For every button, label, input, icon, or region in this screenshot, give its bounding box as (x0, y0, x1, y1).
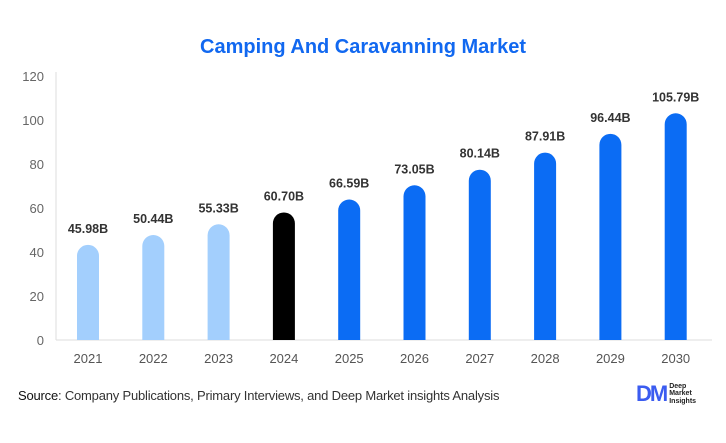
x-tick-label: 2025 (335, 351, 364, 366)
data-label: 80.14B (460, 147, 500, 161)
y-tick-label: 60 (30, 201, 44, 216)
x-tick-label: 2023 (204, 351, 233, 366)
logo-mark: DM (636, 381, 668, 406)
x-tick-label: 2026 (400, 351, 429, 366)
bar-2028 (534, 152, 557, 340)
y-tick-label: 40 (30, 245, 44, 260)
logo-text: Deep Market Insights (669, 382, 697, 405)
bar-2030 (664, 113, 687, 340)
logo: DM Deep Market Insights (636, 381, 696, 407)
data-label: 66.59B (329, 177, 369, 191)
x-tick-label: 2027 (465, 351, 494, 366)
y-tick-label: 0 (37, 333, 44, 348)
y-tick-label: 100 (22, 113, 44, 128)
bar-2029 (599, 133, 622, 340)
y-tick-label: 20 (30, 289, 44, 304)
data-label: 96.44B (590, 111, 630, 125)
data-label: 87.91B (525, 130, 565, 144)
x-tick-label: 2030 (661, 351, 690, 366)
source-text: : Company Publications, Primary Intervie… (58, 388, 500, 403)
data-label: 50.44B (133, 212, 173, 226)
x-tick-label: 2029 (596, 351, 625, 366)
bar-2021 (77, 244, 99, 340)
chart-title: Camping And Caravanning Market (200, 36, 526, 58)
x-tick-label: 2021 (74, 351, 103, 366)
data-label: 45.98B (68, 222, 108, 236)
bar-2023 (207, 224, 230, 340)
source-note: Source: Company Publications, Primary In… (18, 388, 499, 403)
source-label: Source (18, 388, 58, 403)
bar-2024 (272, 212, 295, 340)
x-tick-label: 2022 (139, 351, 168, 366)
bar-2025 (338, 199, 361, 340)
data-label: 55.33B (198, 201, 238, 215)
x-tick-label: 2024 (269, 351, 298, 366)
bar-2027 (468, 169, 491, 340)
data-label: 73.05B (394, 162, 434, 176)
bar-2022 (142, 235, 165, 340)
y-tick-label: 80 (30, 157, 44, 172)
data-label: 60.70B (264, 189, 304, 203)
bar-2026 (403, 185, 426, 340)
data-label: 105.79B (652, 90, 699, 104)
x-tick-label: 2028 (531, 351, 560, 366)
y-tick-label: 120 (22, 69, 44, 84)
